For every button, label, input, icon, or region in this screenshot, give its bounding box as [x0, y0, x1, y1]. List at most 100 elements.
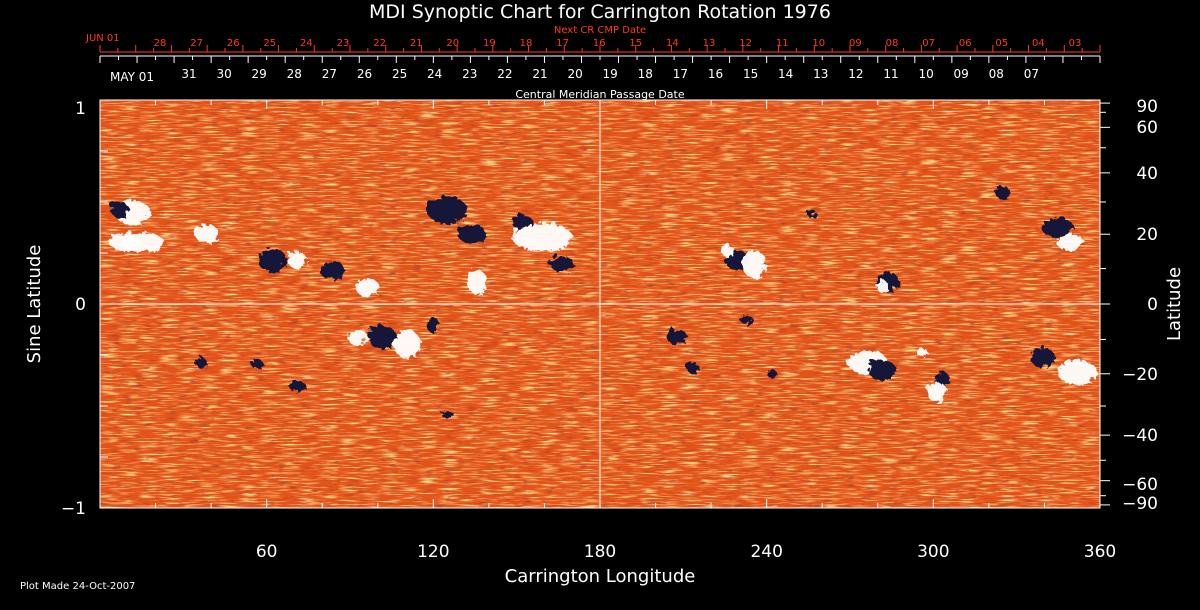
negative-flux-region [249, 357, 261, 367]
next-cr-tick-label: 22 [373, 38, 386, 49]
negative-flux-region [456, 222, 484, 242]
negative-flux-region [510, 212, 530, 228]
y-tick-label: 1 [75, 99, 86, 119]
cmp-tick-label: 17 [673, 67, 688, 81]
cmp-tick-label: 22 [497, 67, 512, 81]
next-cr-tick-label: 21 [410, 38, 423, 49]
cmp-axis-label: Central Meridian Passage Date [515, 88, 684, 101]
positive-flux-region [285, 250, 305, 266]
longitude-tick-label: 120 [417, 542, 449, 562]
next-cr-tick-label: 14 [666, 38, 679, 49]
cmp-tick-label: 30 [216, 67, 231, 81]
negative-flux-region [992, 184, 1008, 196]
positive-flux-region [1054, 232, 1082, 248]
next-cr-tick-label: 15 [629, 38, 642, 49]
y-tick-label: −1 [61, 499, 86, 519]
cmp-tick-label: 08 [989, 67, 1004, 81]
negative-flux-region [684, 359, 696, 371]
cmp-tick-label: 21 [532, 67, 547, 81]
next-cr-tick-label: 03 [1069, 38, 1082, 49]
next-cr-tick-label: 28 [154, 38, 167, 49]
positive-flux-region [391, 328, 419, 356]
longitude-tick-label: 60 [256, 542, 278, 562]
next-cr-tick-label: 10 [812, 38, 825, 49]
chart-title: MDI Synoptic Chart for Carrington Rotati… [369, 1, 831, 23]
latitude-tick-label: −90 [1122, 494, 1158, 514]
negative-flux-region [109, 200, 127, 216]
latitude-axis-title: Latitude [1164, 267, 1185, 341]
positive-flux-region [345, 327, 365, 343]
cmp-tick-label: 10 [918, 67, 933, 81]
longitude-tick-label: 180 [584, 542, 616, 562]
negative-flux-region [318, 258, 342, 278]
cmp-tick-label: 15 [743, 67, 758, 81]
positive-flux-region [353, 276, 377, 294]
axis-ticks [100, 99, 1110, 509]
cmp-tick-label: 16 [708, 67, 723, 81]
cmp-tick-label: 28 [287, 67, 302, 81]
cmp-tick-label: 11 [883, 67, 898, 81]
positive-flux-region [510, 221, 570, 249]
negative-flux-region [739, 313, 751, 323]
next-cr-axis: 28 27 26 25 24 23 22 21 20 19 18 17 16 15 14 13 12 11 10 09… [99, 38, 1101, 53]
next-cr-tick-label: 17 [556, 38, 569, 49]
cmp-tick-label: 19 [603, 67, 618, 81]
next-cr-tick-label: 26 [227, 38, 240, 49]
negative-flux-region [1039, 215, 1071, 235]
cmp-tick-label: 23 [462, 67, 477, 81]
y-axis-title: Sine Latitude [24, 245, 45, 364]
next-cr-tick-label: 16 [593, 38, 606, 49]
cmp-tick-label: 27 [322, 67, 337, 81]
latitude-tick-label: 0 [1147, 295, 1158, 315]
negative-flux-region [866, 358, 894, 378]
positive-flux-region [719, 242, 731, 254]
cmp-tick-label: 31 [181, 67, 196, 81]
cmp-tick-label: 20 [567, 67, 582, 81]
negative-flux-region [765, 368, 775, 376]
latitude-tick-label: −20 [1122, 365, 1158, 385]
cmp-tick-label: 12 [848, 67, 863, 81]
next-cr-tick-label: 05 [995, 38, 1008, 49]
latitude-tick-label: 20 [1136, 225, 1158, 245]
latitude-tick-label: −60 [1122, 475, 1158, 495]
positive-flux-region [465, 268, 485, 292]
latitude-tick-label: 40 [1136, 164, 1158, 184]
latitude-tick-label: 90 [1136, 97, 1158, 117]
next-cr-tick-label: 07 [922, 38, 935, 49]
longitude-tick-label: 300 [917, 542, 949, 562]
negative-flux-region [366, 323, 394, 347]
negative-flux-region [805, 208, 815, 216]
negative-flux-region [424, 314, 436, 330]
cmp-tick-label: 25 [392, 67, 407, 81]
next-cr-tick-label: 24 [300, 38, 313, 49]
longitude-tick-label: 360 [1084, 542, 1116, 562]
latitude-tick-label: 60 [1136, 118, 1158, 138]
next-cr-tick-label: 27 [190, 38, 203, 49]
next-cr-tick-label: 19 [483, 38, 496, 49]
negative-flux-region [548, 254, 572, 270]
next-cr-tick-label: 11 [776, 38, 789, 49]
positive-flux-region [914, 346, 926, 354]
cmp-tick-label: 13 [813, 67, 828, 81]
cmp-tick-label: 29 [252, 67, 267, 81]
positive-flux-region [1055, 358, 1095, 382]
positive-flux-region [874, 278, 886, 290]
negative-flux-region [1028, 345, 1052, 365]
cmp-tick-label: 14 [778, 67, 793, 81]
next-cr-tick-label: 20 [446, 38, 459, 49]
longitude-axis: 60 120 180 240 300 360 [256, 542, 1116, 562]
next-cr-tick-label: 12 [739, 38, 752, 49]
positive-flux-region [106, 232, 138, 248]
next-cr-tick-label: 08 [886, 38, 899, 49]
next-cr-tick-label: 18 [520, 38, 533, 49]
next-cr-tick-label: 04 [1032, 38, 1045, 49]
negative-flux-region [665, 327, 685, 343]
x-axis-title: Carrington Longitude [505, 566, 696, 587]
latitude-tick-label: −40 [1122, 426, 1158, 446]
cmp-tick-label: 26 [357, 67, 372, 81]
longitude-tick-label: 240 [750, 542, 782, 562]
next-cr-start-label: JUN 01 [85, 33, 120, 44]
negative-flux-region [439, 408, 451, 416]
